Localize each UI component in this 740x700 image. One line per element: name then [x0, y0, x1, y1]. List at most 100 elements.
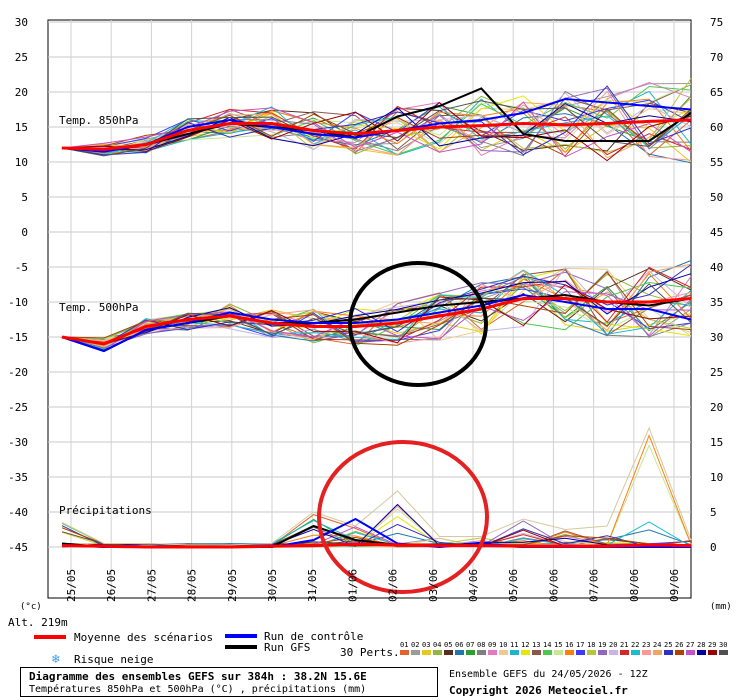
right-tick-label: 70 [710, 51, 723, 64]
legend-control-label: Run de contrôle [264, 630, 363, 643]
pert-color-swatch [664, 650, 673, 655]
pert-color-swatch [521, 650, 530, 655]
pert-number-label: 20 [609, 641, 617, 649]
pert-color-swatch [422, 650, 431, 655]
left-tick-label: 30 [15, 16, 28, 29]
right-tick-label: 45 [710, 226, 723, 239]
left-tick-label: -20 [8, 366, 28, 379]
pert-color-swatch [719, 650, 728, 655]
perturbation-line-t500 [61, 291, 692, 351]
footer-title: Diagramme des ensembles GEFS sur 384h : … [29, 670, 367, 683]
pert-number-label: 21 [620, 641, 628, 649]
pert-number-label: 07 [466, 641, 474, 649]
right-tick-label: 35 [710, 296, 723, 309]
mean-line-t850 [61, 118, 692, 151]
altitude-label: Alt. 219m [8, 616, 68, 629]
mean-line-t500 [61, 297, 692, 346]
footer-subtitle: Températures 850hPa et 500hPa (°C) , pré… [29, 684, 367, 695]
ensemble-run-info: Ensemble GEFS du 24/05/2026 - 12Z [449, 669, 648, 680]
pert-number-label: 28 [697, 641, 705, 649]
right-tick-label: 15 [710, 436, 723, 449]
left-tick-label: 15 [15, 121, 28, 134]
pert-number-label: 11 [510, 641, 518, 649]
pert-color-swatch [433, 650, 442, 655]
left-tick-label: -10 [8, 296, 28, 309]
pert-color-swatch [411, 650, 420, 655]
control-line-t500 [61, 293, 692, 353]
pert-color-swatch [554, 650, 563, 655]
pert-color-swatch [631, 650, 640, 655]
pert-number-label: 14 [543, 641, 551, 649]
pert-color-swatch [620, 650, 629, 655]
pert-number-label: 17 [576, 641, 584, 649]
main-series [61, 87, 692, 549]
legend: Moyenne des scénarios Run de contrôle Ru… [34, 630, 728, 667]
pert-color-swatch [609, 650, 618, 655]
left-tick-label: -30 [8, 436, 28, 449]
copyright: Copyright 2026 Meteociel.fr [449, 684, 628, 697]
left-tick-label: 20 [15, 86, 28, 99]
right-tick-label: 25 [710, 366, 723, 379]
pert-color-swatch [565, 650, 574, 655]
footer-title-box: Diagramme des ensembles GEFS sur 384h : … [20, 667, 438, 697]
pert-number-label: 04 [433, 641, 441, 649]
pert-color-swatch [455, 650, 464, 655]
date-tick-label: 07/06 [588, 569, 601, 602]
perturbation-line-t500 [61, 281, 692, 347]
pert-color-swatch [642, 650, 651, 655]
pert-number-label: 12 [521, 641, 529, 649]
pert-number-label: 18 [587, 641, 595, 649]
pert-number-label: 26 [675, 641, 683, 649]
right-tick-label: 55 [710, 156, 723, 169]
pert-number-label: 27 [686, 641, 694, 649]
pert-color-swatch [466, 650, 475, 655]
date-tick-label: 29/05 [226, 569, 239, 602]
perturbation-line-precip-max [61, 426, 692, 546]
pert-number-label: 19 [598, 641, 606, 649]
gfs-line-t850 [61, 87, 692, 153]
mean-line-precip [61, 542, 692, 549]
left-tick-label: -15 [8, 331, 28, 344]
pert-number-label: 23 [642, 641, 650, 649]
pert-number-label: 06 [455, 641, 463, 649]
legend-perts-label: 30 Perts. [340, 646, 400, 659]
date-tick-label: 28/05 [186, 569, 199, 602]
snowflake-icon: ❄ [51, 652, 60, 667]
date-tick-label: 27/05 [145, 569, 158, 602]
pert-color-swatch [477, 650, 486, 655]
right-tick-label: 0 [710, 541, 717, 554]
date-tick-label: 06/06 [547, 569, 560, 602]
right-tick-label: 65 [710, 86, 723, 99]
pert-number-label: 13 [532, 641, 540, 649]
pert-number-label: 03 [422, 641, 430, 649]
pert-color-swatch [532, 650, 541, 655]
pert-number-label: 10 [499, 641, 507, 649]
black-annotation-circle [348, 261, 488, 387]
pert-color-swatch [488, 650, 497, 655]
t500-label: Temp. 500hPa [59, 301, 138, 314]
pert-number-label: 15 [554, 641, 562, 649]
pert-number-label: 02 [411, 641, 419, 649]
t850-label: Temp. 850hPa [59, 114, 138, 127]
right-tick-label: 20 [710, 401, 723, 414]
perturbation-legend: 01 02 03 04 05 06 07 08 09 10 11 12 13 14 15 16 17 18 19 20… [400, 641, 728, 655]
pert-color-swatch [444, 650, 453, 655]
pert-color-swatch [499, 650, 508, 655]
right-tick-label: 40 [710, 261, 723, 274]
pert-number-label: 09 [488, 641, 496, 649]
right-tick-label: 10 [710, 471, 723, 484]
pert-number-label: 05 [444, 641, 452, 649]
right-tick-label: 50 [710, 191, 723, 204]
perturbation-line-t850 [61, 103, 692, 151]
right-tick-label: 30 [710, 331, 723, 344]
date-tick-label: 04/06 [467, 569, 480, 602]
pert-color-swatch [708, 650, 717, 655]
date-tick-label: 05/06 [507, 569, 520, 602]
left-tick-label: 5 [21, 191, 28, 204]
precip-label: Précipitations [59, 504, 152, 517]
date-tick-label: 08/06 [628, 569, 641, 602]
legend-snow-label: Risque neige [74, 653, 153, 666]
date-tick-label: 26/05 [105, 569, 118, 602]
chart-labels: Temp. 850hPa Temp. 500hPa Précipitations… [8, 114, 732, 629]
